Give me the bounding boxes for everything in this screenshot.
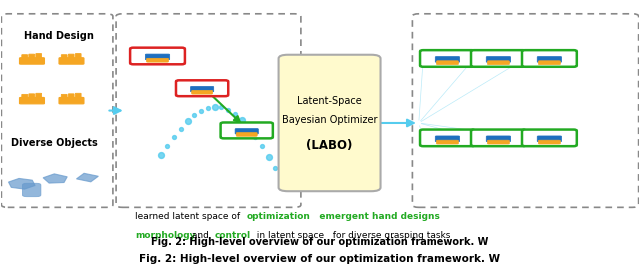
FancyBboxPatch shape (471, 130, 526, 146)
FancyBboxPatch shape (435, 56, 460, 62)
FancyBboxPatch shape (420, 130, 475, 146)
FancyBboxPatch shape (471, 50, 526, 67)
Text: optimization: optimization (246, 211, 310, 220)
Text: Hand Design: Hand Design (24, 31, 93, 41)
FancyBboxPatch shape (29, 94, 35, 99)
FancyBboxPatch shape (420, 50, 475, 67)
FancyBboxPatch shape (59, 98, 84, 104)
FancyBboxPatch shape (191, 90, 212, 94)
FancyBboxPatch shape (235, 129, 259, 134)
FancyBboxPatch shape (435, 136, 460, 142)
FancyBboxPatch shape (76, 54, 81, 59)
Text: emergent hand designs: emergent hand designs (310, 211, 440, 220)
Text: Fig. 2: High-level overview of our optimization framework. W: Fig. 2: High-level overview of our optim… (151, 237, 489, 247)
Text: Diverse Objects: Diverse Objects (11, 138, 98, 148)
FancyBboxPatch shape (145, 54, 170, 60)
FancyBboxPatch shape (176, 80, 228, 96)
FancyBboxPatch shape (522, 50, 577, 67)
FancyBboxPatch shape (538, 140, 561, 144)
Text: control: control (215, 231, 251, 240)
FancyBboxPatch shape (221, 122, 273, 138)
Text: and: and (189, 231, 212, 240)
FancyBboxPatch shape (59, 58, 84, 64)
FancyBboxPatch shape (61, 94, 67, 99)
Polygon shape (8, 178, 35, 189)
Polygon shape (76, 173, 99, 182)
FancyBboxPatch shape (61, 55, 67, 59)
FancyBboxPatch shape (22, 183, 41, 197)
FancyBboxPatch shape (19, 98, 44, 104)
Text: morphology: morphology (135, 231, 196, 240)
Text: learned latent space of: learned latent space of (135, 211, 246, 220)
FancyBboxPatch shape (488, 140, 509, 144)
FancyBboxPatch shape (436, 140, 458, 144)
FancyBboxPatch shape (36, 54, 42, 59)
FancyBboxPatch shape (19, 58, 44, 64)
FancyBboxPatch shape (522, 130, 577, 146)
FancyBboxPatch shape (488, 61, 509, 65)
Polygon shape (43, 174, 67, 183)
FancyBboxPatch shape (486, 136, 511, 142)
FancyBboxPatch shape (76, 93, 81, 99)
FancyBboxPatch shape (1, 14, 113, 207)
FancyBboxPatch shape (22, 94, 28, 99)
FancyBboxPatch shape (130, 48, 185, 64)
FancyBboxPatch shape (278, 55, 381, 191)
FancyBboxPatch shape (68, 54, 74, 59)
FancyBboxPatch shape (22, 55, 28, 59)
Text: Fig. 2: High-level overview of our optimization framework. W: Fig. 2: High-level overview of our optim… (140, 254, 500, 264)
FancyBboxPatch shape (538, 61, 561, 65)
FancyBboxPatch shape (436, 61, 458, 65)
FancyBboxPatch shape (147, 58, 168, 62)
FancyBboxPatch shape (68, 94, 74, 99)
FancyBboxPatch shape (537, 136, 561, 142)
FancyBboxPatch shape (236, 132, 257, 136)
FancyBboxPatch shape (36, 93, 42, 99)
FancyBboxPatch shape (537, 56, 561, 62)
FancyBboxPatch shape (412, 14, 639, 207)
Text: Latent-Space: Latent-Space (297, 96, 362, 106)
FancyBboxPatch shape (116, 14, 301, 207)
FancyBboxPatch shape (191, 86, 214, 92)
FancyBboxPatch shape (486, 56, 511, 62)
Text: (LABO): (LABO) (307, 139, 353, 152)
Text: Bayesian Optimizer: Bayesian Optimizer (282, 116, 378, 126)
Text: in latent space   for diverse grasping tasks: in latent space for diverse grasping tas… (251, 231, 451, 240)
FancyBboxPatch shape (29, 54, 35, 59)
